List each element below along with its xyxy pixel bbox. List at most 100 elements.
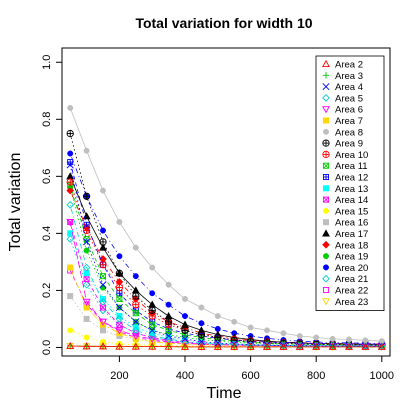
data-point (100, 284, 106, 291)
data-point (82, 226, 91, 235)
legend-label: Area 17 (335, 229, 368, 240)
data-point (214, 313, 221, 320)
data-point (181, 335, 189, 343)
data-point (67, 293, 74, 300)
legend-label: Area 4 (335, 82, 363, 93)
legend-label: Area 21 (335, 274, 368, 285)
data-point (115, 342, 124, 350)
legend-marker (322, 298, 330, 306)
data-point (131, 342, 140, 350)
data-point (346, 336, 352, 343)
data-point (296, 333, 303, 340)
legend-label: Area 7 (335, 116, 363, 127)
x-tick-label: 800 (307, 370, 325, 382)
data-point (164, 342, 173, 350)
legend-marker (322, 173, 330, 181)
data-point (99, 281, 107, 289)
data-point (66, 235, 75, 243)
data-point (263, 342, 271, 350)
data-point (182, 295, 188, 302)
chart-title: Total variation for width 10 (135, 15, 312, 31)
legend-marker (322, 185, 330, 192)
legend-label: Area 5 (335, 93, 363, 104)
legend-item: Area 4 (322, 82, 363, 93)
y-tick-label: 1.0 (41, 55, 53, 70)
legend-item: Area 12 (322, 173, 368, 184)
data-point (246, 342, 255, 350)
data-point (132, 292, 140, 300)
data-point (182, 313, 188, 320)
data-point (100, 227, 106, 234)
data-point (83, 270, 90, 277)
legend-label: Area 16 (335, 218, 368, 229)
data-point (165, 281, 172, 288)
data-point (99, 297, 107, 306)
data-point (82, 298, 91, 306)
legend-label: Area 8 (335, 127, 363, 138)
data-point (115, 283, 124, 292)
data-point (148, 342, 157, 350)
data-point (313, 334, 320, 341)
legend-item: Area 16 (322, 218, 368, 229)
data-point (197, 338, 205, 346)
data-point (132, 244, 139, 251)
data-point (83, 275, 90, 283)
plot-area (66, 104, 386, 352)
y-tick-label: 0.6 (41, 169, 53, 184)
legend-marker (322, 83, 330, 91)
data-point (82, 263, 91, 272)
series-area-2 (66, 341, 386, 350)
data-point (82, 280, 91, 289)
x-tick-label: 1000 (370, 370, 394, 382)
data-point (230, 342, 239, 350)
data-point (99, 318, 107, 326)
data-point (99, 304, 107, 311)
data-point (67, 150, 74, 157)
data-point (99, 238, 107, 246)
data-point (148, 306, 156, 315)
data-point (377, 342, 386, 350)
legend-item: Area 10 (322, 150, 368, 161)
legend-marker (322, 240, 330, 249)
axes: 200 400 600 800 1000 0.0 0.2 0.4 0.6 0.8 1.0 (41, 47, 394, 382)
x-axis-label: Time (207, 385, 242, 402)
data-point (116, 321, 123, 328)
data-point (66, 161, 74, 169)
data-point (362, 337, 369, 344)
data-point (131, 326, 140, 335)
legend-label: Area 23 (335, 297, 368, 308)
data-point (132, 318, 140, 326)
legend-item: Area 20 (323, 263, 368, 274)
data-point (295, 342, 304, 350)
legend-marker (322, 94, 330, 102)
data-point (264, 327, 270, 334)
legend-label: Area 19 (335, 252, 368, 263)
data-point (99, 261, 107, 269)
legend-item: Area 5 (322, 93, 363, 104)
legend-marker (322, 72, 330, 79)
legend-marker (322, 286, 330, 294)
legend-label: Area 22 (335, 286, 368, 297)
data-point (181, 342, 189, 350)
legend-marker (323, 207, 329, 214)
y-tick-label: 0.2 (41, 283, 53, 298)
data-point (83, 238, 91, 246)
data-point (329, 335, 336, 342)
data-point (164, 318, 173, 326)
data-point (66, 341, 75, 350)
legend-item: Area 17 (322, 229, 368, 240)
y-tick-label: 0.0 (41, 340, 53, 355)
legend-marker (322, 162, 330, 169)
data-point (67, 264, 74, 271)
data-point (197, 342, 206, 350)
legend-label: Area 10 (335, 150, 368, 161)
data-point (83, 236, 90, 243)
data-point (198, 304, 205, 311)
data-point (83, 315, 90, 322)
data-point (213, 342, 222, 350)
data-point (82, 212, 91, 220)
legend-label: Area 20 (335, 263, 368, 274)
data-point (116, 218, 123, 225)
legend-item: Area 8 (323, 127, 363, 138)
